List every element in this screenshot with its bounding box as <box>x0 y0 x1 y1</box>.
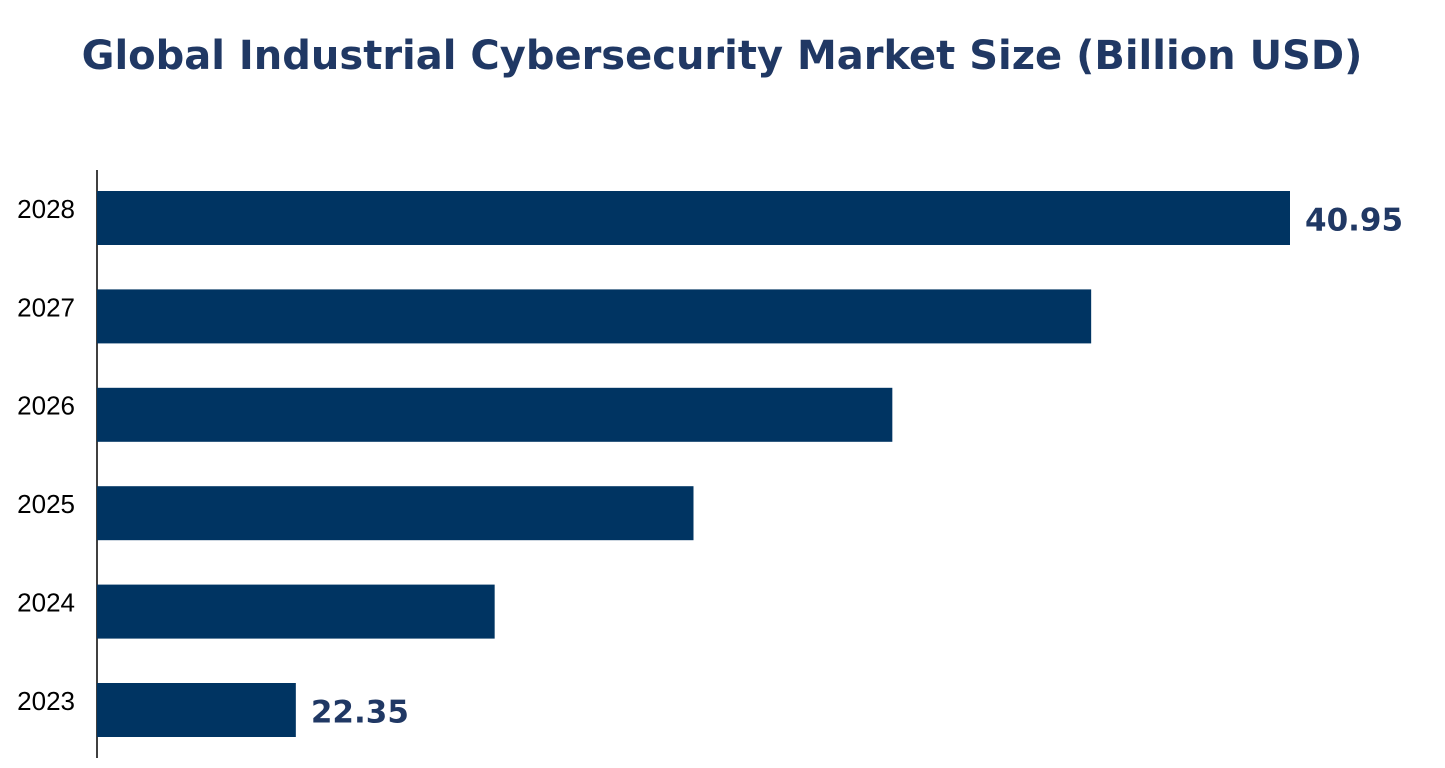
y-tick-label: 2026 <box>17 391 75 421</box>
y-tick-label: 2028 <box>17 194 75 224</box>
data-label: 22.35 <box>311 695 409 731</box>
y-tick-label: 2024 <box>17 587 75 617</box>
y-tick-label: 2025 <box>17 489 75 519</box>
bar <box>97 584 495 639</box>
bar <box>97 387 893 442</box>
bar <box>97 191 1290 245</box>
y-tick-label: 2027 <box>17 292 75 322</box>
bar <box>97 486 694 541</box>
data-label: 40.95 <box>1305 203 1403 239</box>
bar <box>97 683 296 737</box>
chart-title: Global Industrial Cybersecurity Market S… <box>82 33 1363 79</box>
y-tick-label: 2023 <box>17 686 75 716</box>
bar <box>97 289 1092 344</box>
